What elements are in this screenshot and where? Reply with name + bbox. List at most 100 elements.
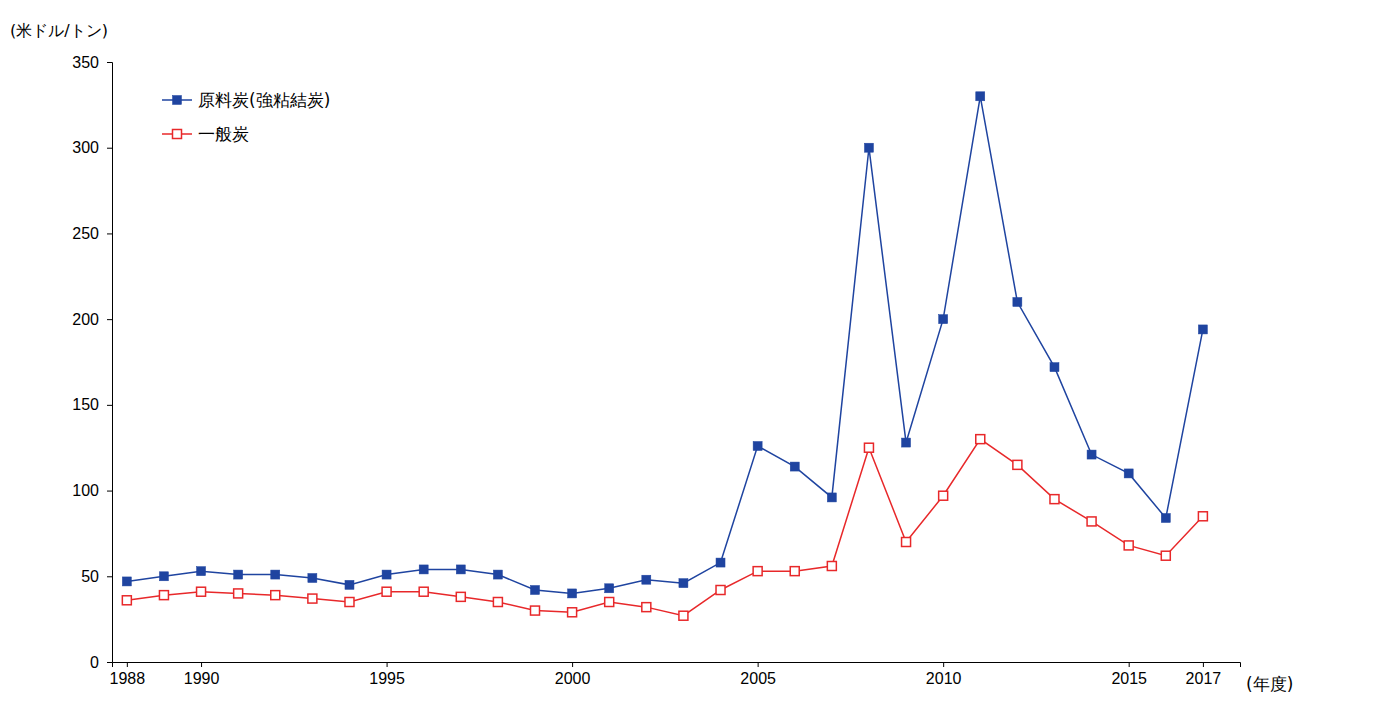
point-marker — [1161, 551, 1170, 560]
plot: 0501001502002503003501988199019952000200… — [72, 54, 1240, 688]
y-tick-mark — [107, 576, 112, 577]
point — [419, 587, 428, 596]
point-marker — [939, 491, 948, 500]
legend-marker — [173, 96, 182, 105]
point-marker — [716, 586, 725, 595]
point — [1087, 450, 1096, 459]
point-marker — [308, 594, 317, 603]
point-marker — [864, 443, 873, 452]
point-marker — [568, 589, 577, 598]
y-tick-mark — [107, 405, 112, 406]
point-marker — [939, 315, 948, 324]
point — [531, 586, 540, 595]
point-marker — [531, 606, 540, 615]
y-axis-line — [107, 63, 113, 663]
point — [1198, 512, 1207, 521]
point — [456, 592, 465, 601]
point-marker — [1013, 298, 1022, 307]
x-tick-label: 1990 — [184, 670, 220, 687]
y-axis: 050100150200250300350 — [72, 54, 112, 671]
point — [271, 570, 280, 579]
y-tick: 0 — [90, 654, 112, 671]
y-tick: 100 — [72, 482, 112, 499]
y-tick-label: 250 — [72, 225, 99, 242]
point-marker — [902, 538, 911, 547]
point — [716, 586, 725, 595]
point-marker — [456, 592, 465, 601]
point — [382, 570, 391, 579]
legend-marker — [173, 130, 182, 139]
point-marker — [1198, 325, 1207, 334]
x-axis-line — [113, 663, 1241, 668]
point — [1161, 551, 1170, 560]
point — [679, 579, 688, 588]
legend: 原料炭(強粘結炭)一般炭 — [162, 90, 330, 144]
point — [1198, 325, 1207, 334]
point — [827, 562, 836, 571]
x-tick: 2010 — [926, 662, 962, 687]
point-marker — [197, 587, 206, 596]
x-tick: 1990 — [184, 662, 220, 687]
series-line — [127, 96, 1203, 593]
x-tick-label: 2015 — [1111, 670, 1147, 687]
y-tick: 150 — [72, 396, 112, 413]
point — [308, 574, 317, 583]
point — [642, 575, 651, 584]
point — [568, 589, 577, 598]
point-marker — [976, 435, 985, 444]
point-marker — [1050, 495, 1059, 504]
y-tick: 350 — [72, 54, 112, 71]
point — [902, 538, 911, 547]
x-tick-mark — [127, 662, 128, 667]
x-tick-mark — [758, 662, 759, 667]
point — [939, 315, 948, 324]
point-marker — [679, 579, 688, 588]
data — [122, 92, 1207, 620]
point — [976, 435, 985, 444]
point-marker — [308, 574, 317, 583]
point — [456, 565, 465, 574]
point-marker — [642, 575, 651, 584]
x-tick: 1988 — [110, 662, 146, 687]
x-tick: 2017 — [1186, 662, 1222, 687]
point — [605, 598, 614, 607]
x-tick-label: 1988 — [110, 670, 146, 687]
point-marker — [1087, 450, 1096, 459]
legend-label: 一般炭 — [198, 124, 249, 144]
point-marker — [790, 462, 799, 471]
point — [1050, 363, 1059, 372]
point — [716, 558, 725, 567]
x-tick-mark — [1203, 662, 1204, 667]
point-marker — [159, 591, 168, 600]
point-marker — [197, 567, 206, 576]
legend-item: 一般炭 — [162, 124, 249, 144]
y-tick: 300 — [72, 139, 112, 156]
point-marker — [493, 598, 502, 607]
y-tick-mark — [107, 62, 112, 63]
point — [1013, 460, 1022, 469]
x-tick-mark — [387, 662, 388, 667]
point — [159, 572, 168, 581]
y-tick-label: 200 — [72, 311, 99, 328]
point-marker — [1013, 460, 1022, 469]
point — [1087, 517, 1096, 526]
x-tick-mark — [1129, 662, 1130, 667]
point-marker — [716, 558, 725, 567]
point — [753, 567, 762, 576]
point-marker — [271, 591, 280, 600]
point-marker — [605, 598, 614, 607]
point — [790, 567, 799, 576]
point-marker — [976, 92, 985, 101]
x-tick-mark — [572, 662, 573, 667]
x-tick-label: 2000 — [555, 670, 591, 687]
point — [642, 603, 651, 612]
point-marker — [456, 565, 465, 574]
point — [345, 580, 354, 589]
point-marker — [753, 442, 762, 451]
point — [382, 587, 391, 596]
x-tick-label: 1995 — [369, 670, 405, 687]
point — [1124, 541, 1133, 550]
point — [902, 438, 911, 447]
point-marker — [234, 589, 243, 598]
x-tick: 2015 — [1111, 662, 1147, 687]
